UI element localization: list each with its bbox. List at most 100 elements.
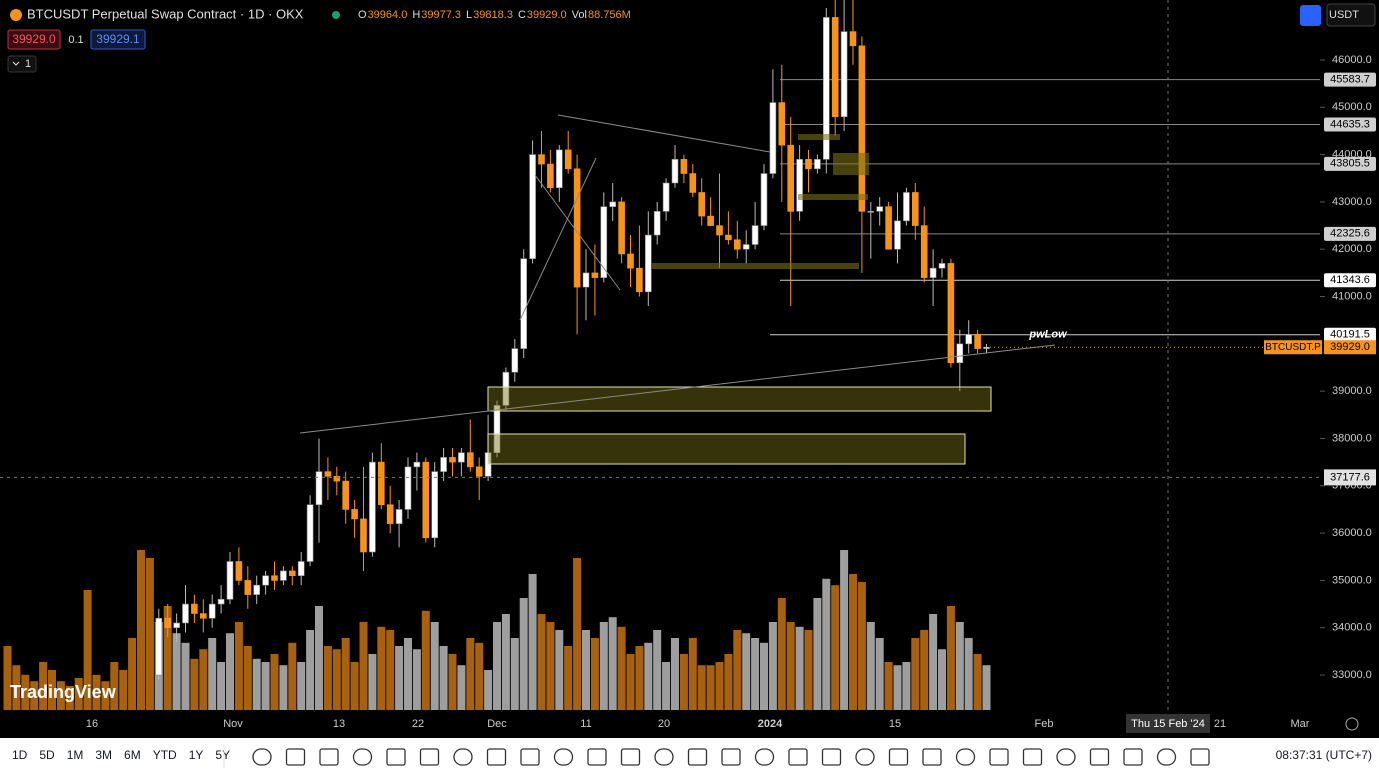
level-label: 40191.5 [1330,329,1370,341]
candle-body [653,211,661,236]
candle-body [511,348,519,373]
volume-bar [466,638,475,710]
drawing-tool[interactable] [955,748,976,766]
candle-body [458,452,465,463]
drawing-tool[interactable] [888,748,909,766]
drawing-tool[interactable] [252,748,272,766]
candle-body [742,244,750,250]
volume-bar [519,598,528,710]
volume-bar [902,662,911,710]
buy-price[interactable]: 39929.1 [96,32,140,46]
volume-bar [368,654,377,710]
time-label: Nov [223,718,243,730]
drawing-tool[interactable] [520,748,540,766]
drawing-tool[interactable] [721,748,741,766]
range-button[interactable]: 1D [12,748,28,762]
volume-bar [760,642,768,710]
candle-body [555,149,563,189]
drawing-tool[interactable] [1089,748,1110,766]
drawing-tool[interactable] [821,748,842,766]
volume-bar [617,626,626,710]
settings-icon[interactable] [1345,717,1359,731]
range-button[interactable]: YTD [153,748,177,762]
volume-bar [688,638,697,710]
candle-body [849,31,857,47]
volume-bar [74,678,83,710]
price-label: 45000.0 [1332,101,1372,113]
currency[interactable]: USDT [1329,9,1359,21]
candle-body [217,599,225,605]
indicator-count[interactable]: 1 [25,58,31,70]
volume-bar [849,574,857,710]
drawing-tool[interactable] [386,748,406,766]
drawing-tool[interactable] [587,748,607,766]
sell-price[interactable]: 39929.0 [12,32,56,46]
volume-bar [3,646,12,710]
drawing-tool[interactable] [620,748,641,766]
price-label: 33000.0 [1332,669,1372,681]
volume-bar [306,630,315,710]
drawing-tool[interactable] [922,748,942,766]
time-label: Mar [1291,718,1310,730]
drawing-tool[interactable] [553,748,574,766]
level-badge [1324,226,1376,241]
drawing-tool[interactable] [352,748,373,766]
candle-body [956,343,964,364]
drawing-tool[interactable] [319,748,339,766]
volume-bar [955,622,964,710]
candle-body [938,263,946,269]
drawing-tool[interactable] [419,748,440,766]
candle-body [716,225,723,236]
time-label: Dec [487,718,507,730]
drawing-tool[interactable] [453,748,473,766]
trend-line [557,114,771,153]
currency-select[interactable] [1326,3,1376,27]
volume-bar [973,654,982,710]
drawing-tool[interactable] [285,748,306,766]
drawing-tool[interactable] [1156,748,1177,766]
range-button[interactable]: 5D [39,748,55,762]
volume-bar [190,658,199,710]
price-label: 34000.0 [1332,622,1372,634]
drawing-tool[interactable] [855,748,875,766]
volume-bar [813,598,822,710]
drawing-tool[interactable] [654,748,674,766]
drawing-tool[interactable] [1022,748,1043,766]
volume-bar [243,646,252,710]
volume-bar [635,646,644,710]
indicator-toggle[interactable] [7,55,37,73]
candle-body [600,206,608,278]
candle-body [680,159,688,174]
range-button[interactable]: 1M [67,748,84,762]
sell-button[interactable] [7,29,61,50]
range-button[interactable]: 3M [95,748,112,762]
volume-bar [217,662,226,710]
drawing-tool[interactable] [754,748,775,766]
drawing-tool[interactable] [1190,748,1210,766]
drawing-tool[interactable] [989,748,1009,766]
volume-bar [546,622,555,710]
level-badge [1324,72,1376,87]
candle-body [796,159,803,212]
range-button[interactable]: 5Y [215,748,230,762]
volume-bar [724,654,733,710]
time-label: Feb [1035,718,1054,730]
buy-button[interactable] [90,29,146,50]
time-label: 20 [658,718,670,730]
candle-body [769,102,777,174]
range-button[interactable]: 1Y [189,748,204,762]
drawing-tool[interactable] [687,748,708,766]
candle-body [920,225,928,278]
candle-body [707,215,714,226]
drawing-tool[interactable] [1056,748,1076,766]
range-button[interactable]: 6M [124,748,141,762]
drawing-tool[interactable] [486,748,507,766]
symbol-icon [10,9,22,21]
candle-body [671,159,679,184]
level-label: 43805.5 [1330,158,1370,170]
volume-bar [715,662,724,710]
sync-button[interactable] [1300,5,1321,26]
volume-bar [181,642,190,710]
drawing-tool[interactable] [788,748,808,766]
drawing-tool[interactable] [1123,748,1143,766]
